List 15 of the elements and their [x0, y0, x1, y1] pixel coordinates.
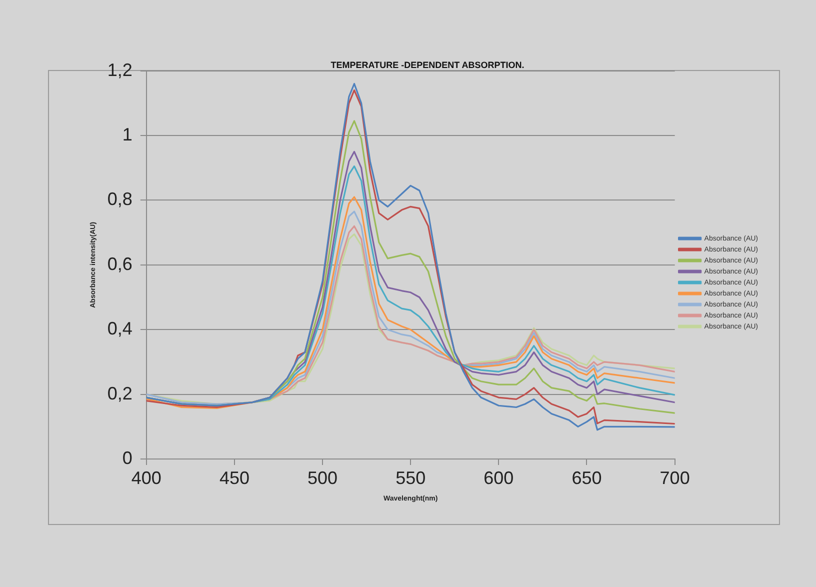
y-tick-label: 0,8 — [107, 189, 132, 210]
y-tick-label: 0,4 — [107, 318, 132, 339]
chart-title: TEMPERATURE -DEPENDENT ABSORPTION. — [330, 60, 524, 70]
x-tick-label: 400 — [131, 468, 162, 488]
x-tick-label: 500 — [308, 468, 338, 488]
y-tick-label: 0,6 — [107, 254, 132, 274]
x-tick-label: 650 — [572, 468, 602, 488]
x-tick-label: 550 — [396, 468, 426, 488]
x-tick-label: 700 — [660, 468, 690, 488]
x-tick-label: 450 — [219, 468, 250, 488]
y-tick-label: 0,2 — [107, 383, 132, 404]
y-tick-label: 1 — [122, 124, 132, 144]
y-tick-label: 0 — [122, 448, 132, 468]
y-tick-label: 1,2 — [107, 60, 132, 80]
x-tick-label: 600 — [484, 468, 514, 488]
